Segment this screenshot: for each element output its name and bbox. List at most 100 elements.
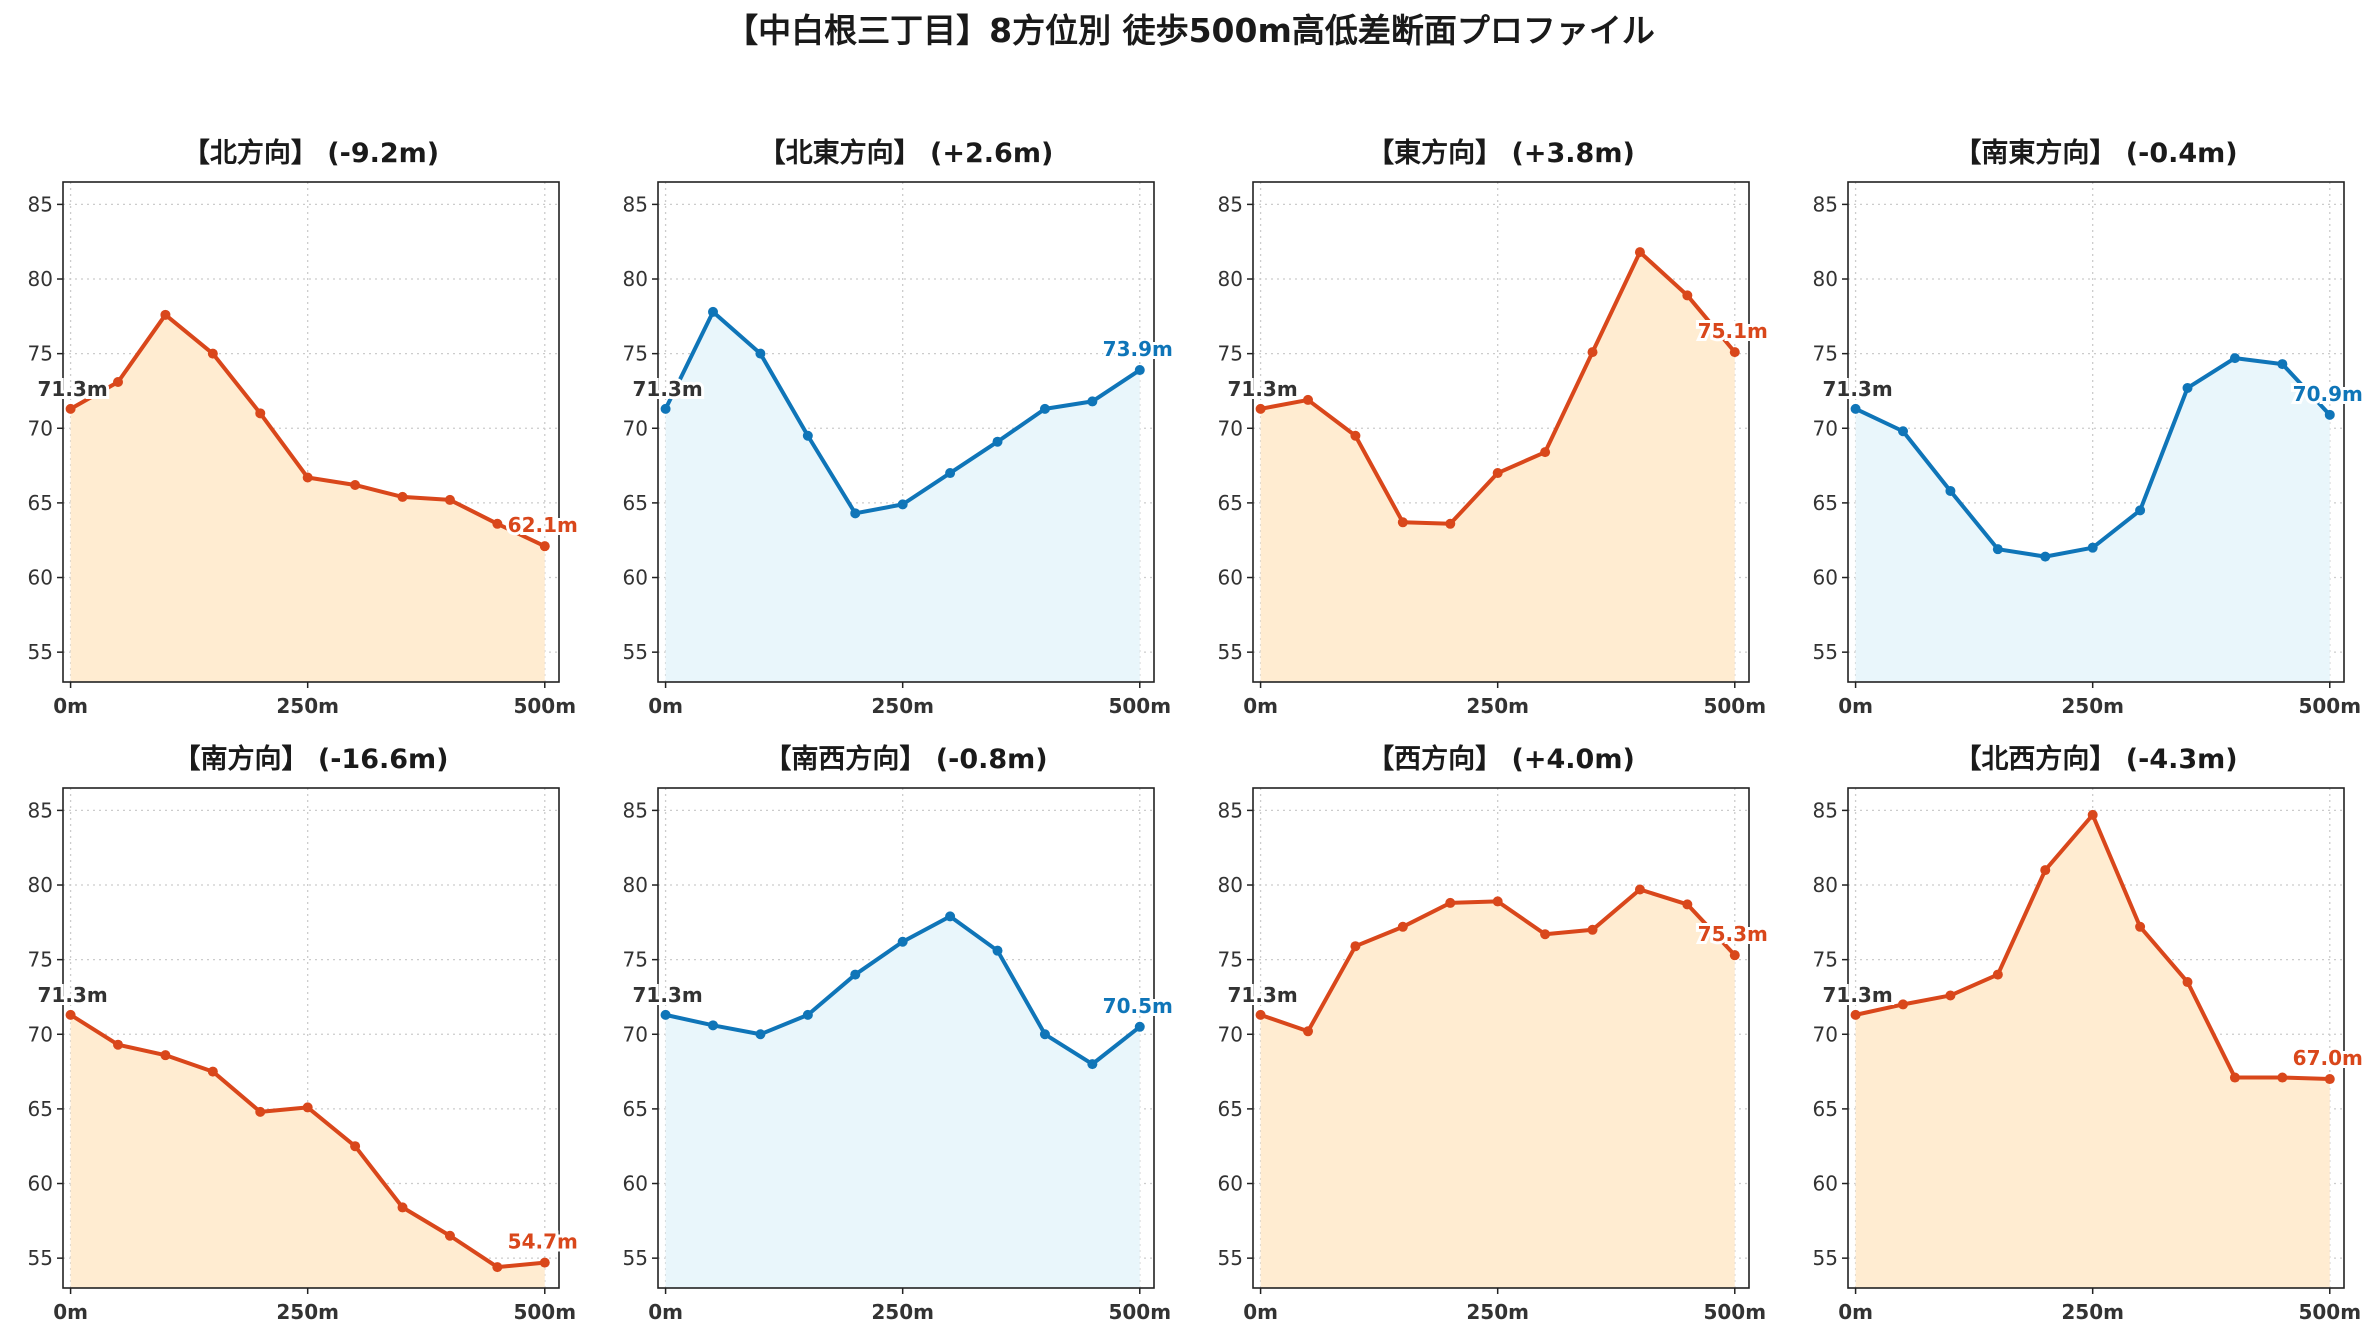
data-point bbox=[160, 1050, 171, 1061]
data-point bbox=[2324, 1074, 2335, 1085]
data-point bbox=[1255, 1009, 1266, 1020]
y-tick-label: 75 bbox=[623, 342, 648, 366]
x-tick-label: 250m bbox=[1466, 1300, 1529, 1324]
y-tick-label: 85 bbox=[28, 798, 53, 822]
start-elevation-label: 71.3m bbox=[1227, 983, 1297, 1007]
data-point bbox=[1682, 290, 1693, 301]
data-point bbox=[397, 491, 408, 502]
y-tick-label: 60 bbox=[28, 566, 53, 590]
data-point bbox=[1397, 921, 1408, 932]
x-tick-label: 500m bbox=[513, 1300, 576, 1324]
data-point bbox=[1039, 1029, 1050, 1040]
start-elevation-label: 71.3m bbox=[1227, 377, 1297, 401]
x-tick-label: 250m bbox=[1466, 694, 1529, 718]
y-tick-label: 65 bbox=[1813, 1097, 1838, 1121]
y-tick-label: 55 bbox=[28, 1246, 53, 1270]
data-point bbox=[302, 472, 313, 483]
data-point bbox=[2277, 359, 2288, 370]
data-point bbox=[350, 1141, 361, 1152]
y-tick-label: 55 bbox=[1813, 1246, 1838, 1270]
data-point bbox=[708, 306, 719, 317]
elevation-area bbox=[1855, 814, 2330, 1288]
end-elevation-label: 54.7m bbox=[508, 1230, 578, 1254]
y-tick-label: 85 bbox=[1813, 798, 1838, 822]
subplot-0: 【北方向】 (-9.2m) 55 60 65 70 75 80 85 0m 250m 500m 71.… bbox=[28, 137, 581, 718]
data-point bbox=[492, 1262, 503, 1273]
x-tick-label: 0m bbox=[1838, 1300, 1873, 1324]
data-point bbox=[1898, 426, 1909, 437]
data-point bbox=[539, 541, 550, 552]
data-point bbox=[1992, 969, 2003, 980]
data-point bbox=[2324, 409, 2335, 420]
data-point bbox=[2277, 1072, 2288, 1083]
subplot-title: 【東方向】 (+3.8m) bbox=[1367, 137, 1635, 169]
y-tick-label: 75 bbox=[1218, 948, 1243, 972]
subplot-title: 【西方向】 (+4.0m) bbox=[1367, 743, 1635, 775]
x-tick-label: 250m bbox=[871, 1300, 934, 1324]
subplot-2: 【東方向】 (+3.8m) 55 60 65 70 75 80 85 0m 250m 500m 71.… bbox=[1218, 137, 1771, 718]
data-point bbox=[207, 1066, 218, 1077]
subplot-title: 【北西方向】 (-4.3m) bbox=[1954, 743, 2237, 775]
data-point bbox=[1397, 517, 1408, 528]
y-tick-label: 85 bbox=[1813, 192, 1838, 216]
elevation-area bbox=[1260, 889, 1735, 1288]
data-point bbox=[2182, 382, 2193, 393]
start-elevation-label: 71.3m bbox=[632, 983, 702, 1007]
elevation-area bbox=[70, 1014, 545, 1288]
data-point bbox=[2135, 505, 2146, 516]
data-point bbox=[1945, 485, 1956, 496]
data-point bbox=[1540, 929, 1551, 940]
data-point bbox=[1087, 396, 1098, 407]
y-tick-label: 65 bbox=[1218, 491, 1243, 515]
data-point bbox=[850, 508, 861, 519]
data-point bbox=[113, 1039, 124, 1050]
x-tick-label: 500m bbox=[513, 694, 576, 718]
x-tick-label: 0m bbox=[648, 1300, 683, 1324]
x-tick-label: 500m bbox=[2298, 1300, 2361, 1324]
end-elevation-label: 62.1m bbox=[508, 513, 578, 537]
y-tick-label: 60 bbox=[28, 1172, 53, 1196]
data-point bbox=[1729, 950, 1740, 961]
y-tick-label: 60 bbox=[623, 566, 648, 590]
y-tick-label: 75 bbox=[28, 948, 53, 972]
end-elevation-label: 70.9m bbox=[2293, 382, 2363, 406]
data-point bbox=[1898, 999, 1909, 1010]
data-point bbox=[1587, 347, 1598, 358]
end-elevation-label: 75.1m bbox=[1698, 319, 1768, 343]
data-point bbox=[2229, 353, 2240, 364]
subplot-7: 【北西方向】 (-4.3m) 55 60 65 70 75 80 85 0m 250m 500m 71… bbox=[1813, 743, 2366, 1324]
data-point bbox=[350, 479, 361, 490]
figure-title: 【中白根三丁目】8方位別 徒歩500m高低差断面プロファイル bbox=[725, 11, 1655, 50]
data-point bbox=[1540, 447, 1551, 458]
data-point bbox=[2087, 809, 2098, 820]
data-point bbox=[1350, 430, 1361, 441]
data-point bbox=[302, 1102, 313, 1113]
x-tick-label: 250m bbox=[276, 1300, 339, 1324]
y-tick-label: 65 bbox=[623, 491, 648, 515]
data-point bbox=[65, 403, 76, 414]
data-point bbox=[755, 348, 766, 359]
data-point bbox=[1492, 468, 1503, 479]
y-tick-label: 60 bbox=[1813, 566, 1838, 590]
data-point bbox=[539, 1257, 550, 1268]
y-tick-label: 85 bbox=[623, 192, 648, 216]
x-tick-label: 500m bbox=[1703, 694, 1766, 718]
data-point bbox=[2182, 977, 2193, 988]
data-point bbox=[660, 1009, 671, 1020]
y-tick-label: 60 bbox=[1218, 1172, 1243, 1196]
data-point bbox=[1350, 941, 1361, 952]
x-tick-label: 0m bbox=[1243, 1300, 1278, 1324]
data-point bbox=[1492, 896, 1503, 907]
data-point bbox=[992, 436, 1003, 447]
y-tick-label: 60 bbox=[1218, 566, 1243, 590]
y-tick-label: 75 bbox=[1218, 342, 1243, 366]
y-tick-label: 70 bbox=[1813, 416, 1838, 440]
data-point bbox=[1303, 1026, 1314, 1037]
start-elevation-label: 71.3m bbox=[1822, 377, 1892, 401]
subplot-1: 【北東方向】 (+2.6m) 55 60 65 70 75 80 85 0m 250m 500m 71… bbox=[623, 137, 1176, 718]
data-point bbox=[802, 430, 813, 441]
y-tick-label: 80 bbox=[1813, 873, 1838, 897]
y-tick-label: 70 bbox=[1218, 1022, 1243, 1046]
data-point bbox=[1945, 990, 1956, 1001]
